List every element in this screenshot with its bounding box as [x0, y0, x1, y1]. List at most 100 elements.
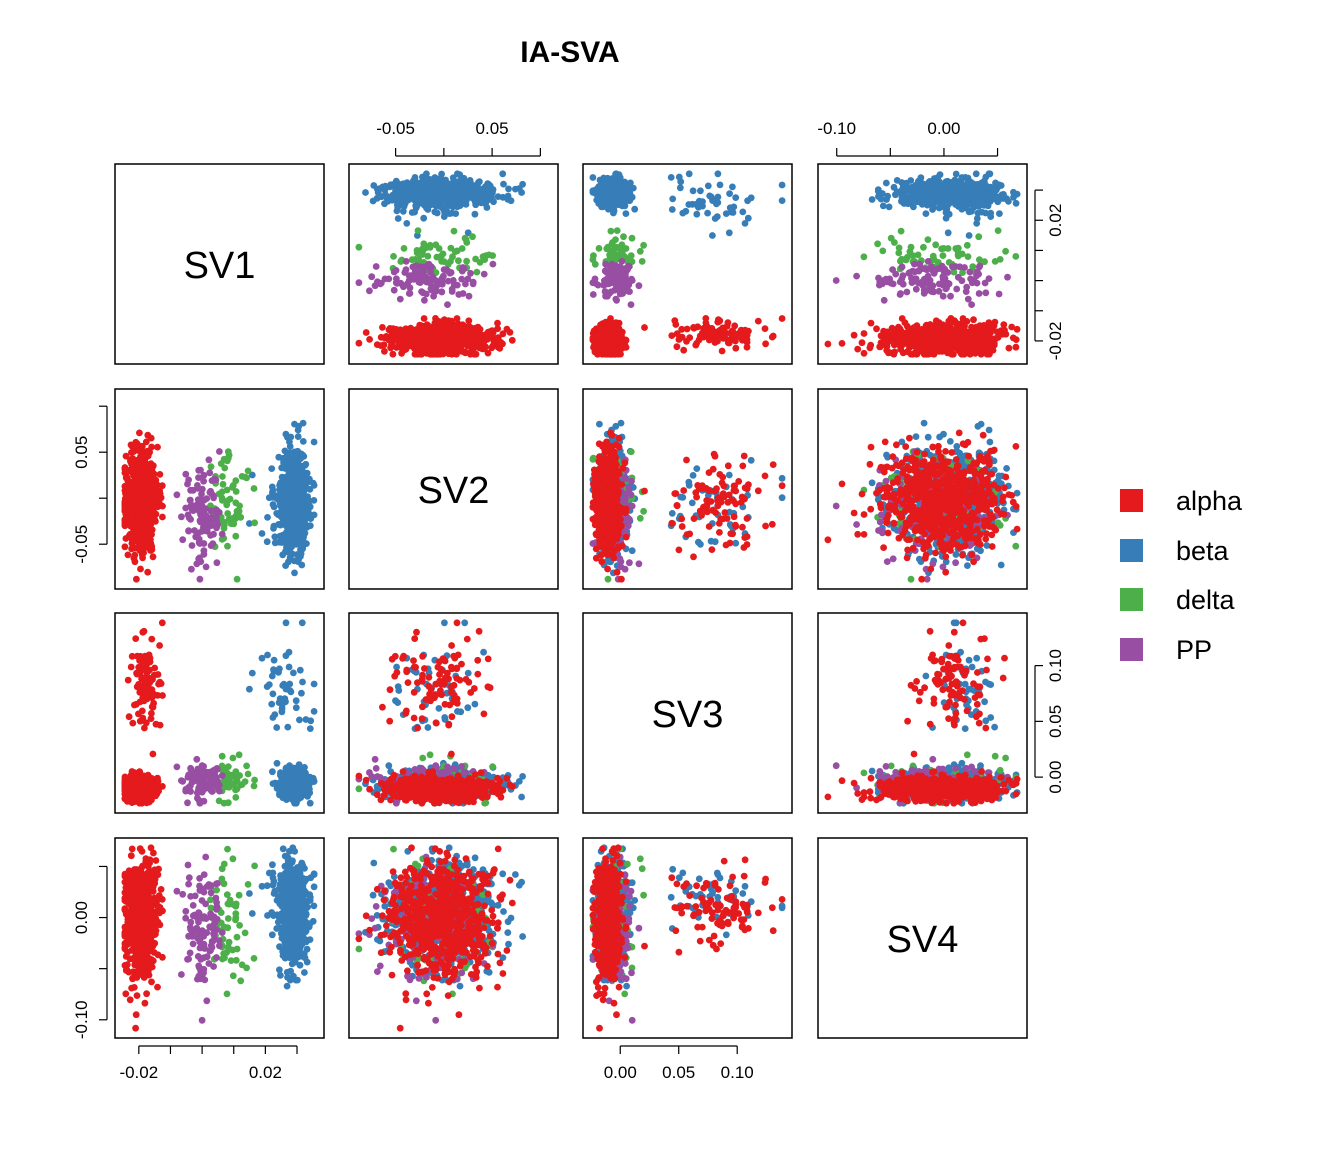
data-point-pp — [975, 290, 983, 297]
data-point-alpha — [761, 325, 769, 332]
data-point-delta — [636, 247, 644, 255]
data-point-delta — [414, 227, 422, 235]
scatter-points — [355, 170, 526, 358]
data-point-alpha — [377, 333, 385, 341]
data-point-alpha — [420, 315, 428, 322]
data-point-beta — [714, 170, 722, 178]
data-point-pp — [459, 290, 467, 297]
data-point-beta — [500, 180, 507, 188]
data-point-pp — [898, 275, 906, 283]
data-point-beta — [419, 173, 426, 181]
data-point-beta — [929, 187, 937, 195]
data-point-pp — [401, 269, 409, 276]
data-point-beta — [982, 181, 989, 189]
data-point-beta — [973, 215, 981, 222]
data-point-beta — [431, 174, 439, 181]
data-point-beta — [953, 197, 961, 205]
data-point-pp — [405, 277, 413, 284]
panel-r1-c2 — [348, 163, 559, 365]
data-point-alpha — [988, 344, 995, 352]
data-point-beta — [679, 209, 687, 217]
data-point-pp — [627, 301, 635, 308]
data-point-delta — [860, 253, 868, 261]
data-point-pp — [949, 263, 956, 271]
data-point-beta — [610, 189, 618, 197]
data-point-delta — [462, 236, 470, 244]
data-point-pp — [465, 292, 473, 300]
data-point-alpha — [725, 339, 733, 347]
data-point-pp — [941, 265, 949, 273]
data-point-alpha — [838, 340, 846, 347]
data-point-alpha — [450, 331, 458, 339]
data-point-alpha — [456, 347, 464, 355]
data-point-delta — [613, 243, 621, 251]
data-point-alpha — [1005, 344, 1013, 352]
data-point-alpha — [945, 339, 953, 347]
data-point-beta — [460, 174, 468, 182]
data-point-beta — [448, 209, 456, 217]
panel-frame — [114, 163, 325, 365]
data-point-beta — [408, 183, 416, 191]
data-point-delta — [455, 257, 462, 265]
data-point-pp — [922, 265, 930, 273]
data-point-alpha — [934, 339, 941, 347]
data-point-beta — [392, 177, 400, 185]
data-point-pp — [438, 277, 446, 285]
data-point-alpha — [985, 319, 993, 327]
data-point-beta — [626, 197, 634, 204]
data-point-beta — [964, 200, 972, 208]
data-point-pp — [591, 275, 599, 283]
panel-r1-c4 — [817, 163, 1028, 365]
data-point-alpha — [465, 317, 473, 325]
data-point-beta — [706, 192, 714, 200]
scatter-points — [589, 170, 786, 358]
data-point-alpha — [698, 333, 705, 340]
data-point-beta — [922, 186, 930, 194]
data-point-delta — [952, 245, 960, 252]
data-point-pp — [447, 269, 455, 276]
data-point-delta — [627, 252, 635, 259]
data-point-beta — [1012, 199, 1020, 207]
data-point-pp — [427, 268, 434, 276]
data-point-alpha — [858, 339, 866, 347]
data-point-delta — [463, 257, 470, 265]
data-point-pp — [397, 279, 405, 287]
data-point-alpha — [506, 329, 514, 336]
data-point-pp — [372, 263, 380, 270]
data-point-alpha — [729, 327, 736, 335]
data-point-pp — [906, 269, 914, 276]
data-point-beta — [443, 182, 451, 190]
data-point-delta — [620, 233, 627, 241]
data-point-beta — [504, 192, 512, 200]
data-point-delta — [469, 233, 476, 241]
data-point-alpha — [355, 339, 363, 347]
data-point-pp — [892, 270, 900, 278]
data-point-beta — [704, 209, 711, 217]
data-point-beta — [409, 190, 416, 197]
data-point-pp — [880, 296, 888, 304]
data-point-alpha — [741, 329, 749, 337]
data-point-pp — [939, 275, 947, 283]
data-point-beta — [982, 173, 990, 181]
data-point-beta — [996, 210, 1003, 218]
data-point-beta — [940, 189, 947, 197]
data-point-beta — [879, 190, 886, 197]
data-point-beta — [589, 174, 597, 181]
panel-frame — [348, 163, 559, 365]
data-point-pp — [908, 279, 916, 286]
variable-label-sv1: SV1 — [184, 245, 256, 287]
data-point-alpha — [716, 317, 724, 325]
data-point-beta — [929, 206, 936, 213]
data-point-alpha — [494, 325, 501, 333]
data-point-delta — [929, 252, 937, 260]
data-point-alpha — [1013, 325, 1021, 333]
data-point-pp — [966, 268, 974, 276]
data-point-beta — [472, 201, 480, 209]
data-point-alpha — [686, 334, 694, 341]
data-point-pp — [355, 279, 363, 287]
data-point-alpha — [893, 340, 900, 348]
data-point-pp — [958, 277, 966, 285]
data-point-beta — [453, 178, 461, 186]
data-point-beta — [370, 182, 378, 189]
data-point-beta — [675, 173, 683, 181]
